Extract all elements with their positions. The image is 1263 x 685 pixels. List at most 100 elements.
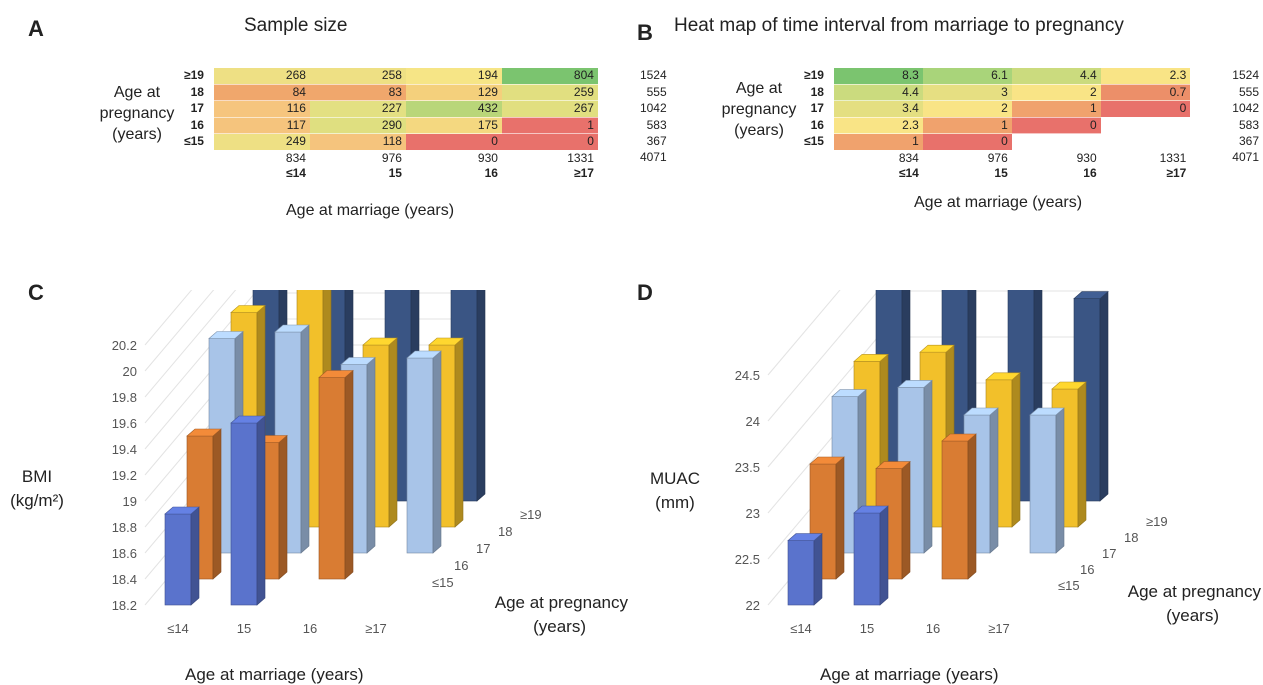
row-label: ≥19 <box>804 68 824 83</box>
ylabel-line: pregnancy <box>99 105 175 122</box>
y-tick-label: 18.4 <box>112 572 137 587</box>
ylabel-line: MUAC <box>649 469 701 488</box>
ylabel-line: (kg/m²) <box>10 491 64 510</box>
row-total: 367 <box>646 134 667 148</box>
heatmap-cell: 432 <box>405 100 502 118</box>
row-total: 367 <box>1238 134 1259 148</box>
z-tick-label: 18 <box>1124 530 1138 545</box>
row-label: 16 <box>810 117 824 132</box>
panel-b-letter: B <box>637 20 653 45</box>
heatmap-row: ≤15 249 118 0 0 367 <box>180 133 671 151</box>
ylabel-line: (years) <box>734 122 784 139</box>
column-label: 16 <box>1083 166 1097 180</box>
heatmap-cell: 3 <box>922 84 1012 101</box>
heatmap-table: ≥19 268 258 194 804 1524 18 84 83 129 259 555 17 116 2… <box>180 68 671 182</box>
heatmap-row: ≥19 268 258 194 804 1524 <box>180 68 671 85</box>
row-total: 1042 <box>1232 101 1259 115</box>
heatmap-cell: 194 <box>405 68 502 85</box>
y-tick-label: 19 <box>123 494 137 509</box>
row-label: 18 <box>810 84 824 99</box>
row-label: 18 <box>190 84 204 99</box>
heatmap-cell: 267 <box>501 100 598 118</box>
heatmap-cell: 804 <box>501 68 598 85</box>
zlabel-line: Age at pregnancy <box>1127 582 1261 601</box>
y-tick-label: 24 <box>746 414 760 429</box>
heatmap-cell <box>1100 117 1191 134</box>
column-total: 1331 <box>1159 150 1187 165</box>
heatmap-cell: 129 <box>405 84 502 101</box>
bar <box>406 350 442 554</box>
heatmap-cell: 1 <box>833 133 923 151</box>
heatmap-row: 16 2.3 1 0 583 <box>800 117 1263 134</box>
column-label: ≥17 <box>574 166 594 180</box>
zlabel-line: Age at pregnancy <box>494 593 628 612</box>
bar <box>787 532 823 606</box>
column-total: 976 <box>381 150 402 165</box>
column-total: 1331 <box>567 150 594 165</box>
heatmap-cell: 4.4 <box>833 84 923 101</box>
row-total: 555 <box>646 84 667 99</box>
ylabel-line: (years) <box>112 126 162 143</box>
panel-a-ylabel: Age at pregnancy (years) <box>92 82 182 145</box>
y-tick-label: 18.6 <box>112 546 137 561</box>
heatmap-cell: 259 <box>501 84 598 101</box>
column-total: 834 <box>898 150 919 165</box>
panel-b-xlabel: Age at marriage (years) <box>914 194 1083 211</box>
bar <box>318 369 354 580</box>
x-tick-label: ≤14 <box>790 621 812 636</box>
column-label: 16 <box>484 166 498 180</box>
panel-c-ylabel: BMI (kg/m²) <box>0 465 74 513</box>
heatmap-sample-size: ≥19 268 258 194 804 1524 18 84 83 129 259 555 17 116 2… <box>180 68 671 182</box>
y-tick-label: 20.2 <box>112 338 137 353</box>
heatmap-cell: 1 <box>1011 100 1101 118</box>
heatmap-row: ≥19 8.3 6.1 4.4 2.3 1524 <box>800 68 1263 85</box>
bar <box>853 505 889 606</box>
zlabel-line: (years) <box>1166 606 1219 625</box>
z-tick-label: 17 <box>476 541 490 556</box>
heatmap-cell: 118 <box>309 133 406 151</box>
row-total: 1042 <box>639 101 667 115</box>
y-tick-label: 19.8 <box>112 390 137 405</box>
bar <box>1029 407 1065 554</box>
column-label: ≤14 <box>286 166 306 180</box>
bar <box>450 290 486 502</box>
x-tick-label: ≥17 <box>365 621 387 636</box>
x-tick-label: 16 <box>926 621 940 636</box>
heatmap-cell: 175 <box>405 117 502 134</box>
zlabel-line: (years) <box>533 617 586 636</box>
ylabel-line: Age at <box>113 84 161 101</box>
bar <box>186 428 222 580</box>
x-tick-label: 15 <box>237 621 251 636</box>
heatmap-cell: 83 <box>309 84 406 101</box>
panel-c-zlabel: Age at pregnancy (years) <box>478 591 628 639</box>
row-total: 583 <box>646 117 667 132</box>
panel-d-ylabel: MUAC (mm) <box>640 467 710 515</box>
heatmap-cell: 2.3 <box>833 117 923 134</box>
heatmap-cell: 116 <box>213 100 310 118</box>
heatmap-cell: 1 <box>501 117 598 134</box>
x-tick-label: ≥17 <box>988 621 1010 636</box>
row-label: ≤15 <box>184 134 204 148</box>
z-tick-label: ≥19 <box>1146 514 1168 529</box>
column-total: 930 <box>477 150 498 165</box>
heatmap-cell: 290 <box>309 117 406 134</box>
row-total: 1524 <box>639 68 667 83</box>
ylabel-line: pregnancy <box>721 101 797 118</box>
panel-b-title: Heat map of time interval from marriage … <box>674 15 1124 36</box>
heatmap-cell <box>1100 133 1191 151</box>
z-tick-label: ≤15 <box>432 575 454 590</box>
z-tick-label: ≥19 <box>520 507 542 522</box>
y-tick-label: 19.4 <box>112 442 137 457</box>
heatmap-cell: 0 <box>1100 100 1191 118</box>
heatmap-cell <box>1011 133 1101 151</box>
bar <box>164 506 200 606</box>
row-label: 16 <box>190 117 204 132</box>
heatmap-cell: 2 <box>922 100 1012 118</box>
grand-total: 4071 <box>1232 150 1259 165</box>
column-label: ≥17 <box>1166 166 1187 180</box>
heatmap-row: 16 117 290 175 1 583 <box>180 117 671 134</box>
heatmap-cell: 249 <box>213 133 310 151</box>
row-total: 583 <box>1238 117 1259 132</box>
column-total: 834 <box>285 150 306 165</box>
ylabel-line: (mm) <box>655 493 695 512</box>
